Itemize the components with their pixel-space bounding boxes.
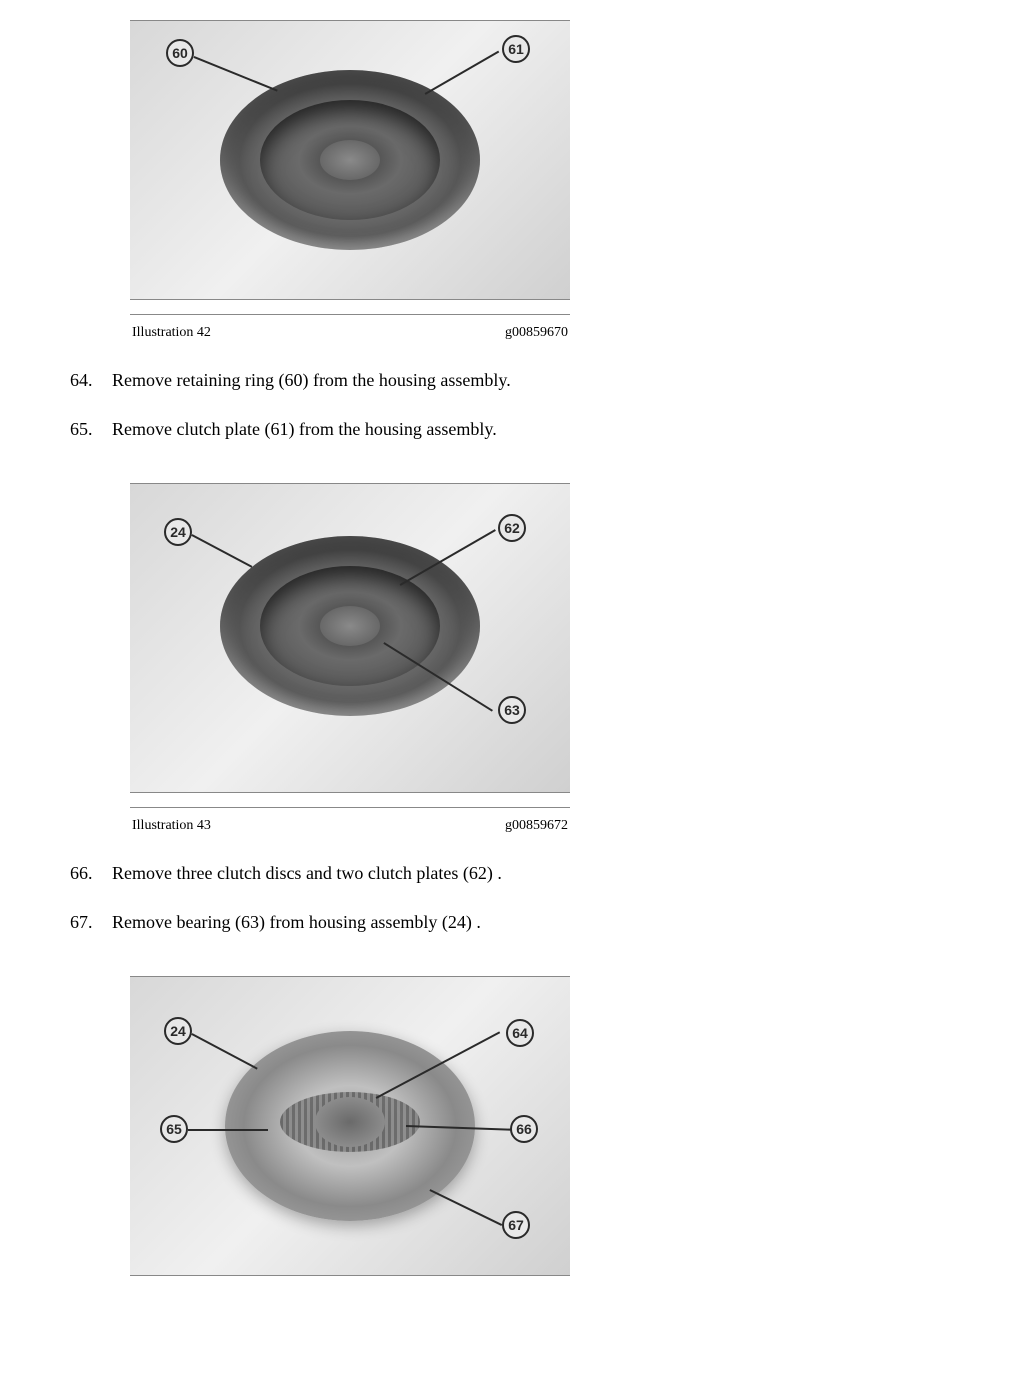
- figure-43-image: 24 62 63: [130, 483, 570, 793]
- callout-63: 63: [498, 696, 526, 724]
- callout-62: 62: [498, 514, 526, 542]
- callout-67: 67: [502, 1211, 530, 1239]
- callout-65: 65: [160, 1115, 188, 1143]
- step-64-number: 64.: [70, 367, 112, 394]
- step-64-text: Remove retaining ring (60) from the hous…: [112, 367, 954, 394]
- callout-61: 61: [502, 35, 530, 63]
- figure-42-caption-right: g00859670: [505, 325, 568, 341]
- callout-24b-line: [192, 1033, 258, 1069]
- step-66: 66. Remove three clutch discs and two cl…: [70, 860, 954, 887]
- callout-60: 60: [166, 39, 194, 67]
- figure-42-caption-left: Illustration 42: [132, 325, 211, 341]
- callout-64: 64: [506, 1019, 534, 1047]
- figure-42-caption: Illustration 42 g00859670: [130, 314, 570, 345]
- figure-43-caption-right: g00859672: [505, 818, 568, 834]
- clutch-housing-graphic: [220, 70, 480, 250]
- figure-42-image: 60 61: [130, 20, 570, 300]
- step-65: 65. Remove clutch plate (61) from the ho…: [70, 416, 954, 443]
- figure-44-image: 24 64 65 66 67: [130, 976, 570, 1276]
- step-66-text: Remove three clutch discs and two clutch…: [112, 860, 954, 887]
- clutch-housing-graphic-2: [220, 536, 480, 716]
- callout-24: 24: [164, 518, 192, 546]
- figure-43-caption: Illustration 43 g00859672: [130, 807, 570, 838]
- figure-43: 24 62 63 Illustration 43 g00859672: [130, 483, 954, 838]
- step-64: 64. Remove retaining ring (60) from the …: [70, 367, 954, 394]
- callout-67-line: [430, 1189, 503, 1225]
- step-65-number: 65.: [70, 416, 112, 443]
- step-67-text: Remove bearing (63) from housing assembl…: [112, 909, 954, 936]
- callout-24b: 24: [164, 1017, 192, 1045]
- step-67-number: 67.: [70, 909, 112, 936]
- callout-66: 66: [510, 1115, 538, 1143]
- step-65-text: Remove clutch plate (61) from the housin…: [112, 416, 954, 443]
- callout-65-line: [188, 1129, 268, 1131]
- figure-42: 60 61 Illustration 42 g00859670: [130, 20, 954, 345]
- callout-61-line: [425, 51, 499, 95]
- callout-24-line: [192, 534, 253, 567]
- callout-60-line: [194, 56, 278, 91]
- step-66-number: 66.: [70, 860, 112, 887]
- figure-44: 24 64 65 66 67: [130, 976, 954, 1276]
- figure-43-caption-left: Illustration 43: [132, 818, 211, 834]
- step-67: 67. Remove bearing (63) from housing ass…: [70, 909, 954, 936]
